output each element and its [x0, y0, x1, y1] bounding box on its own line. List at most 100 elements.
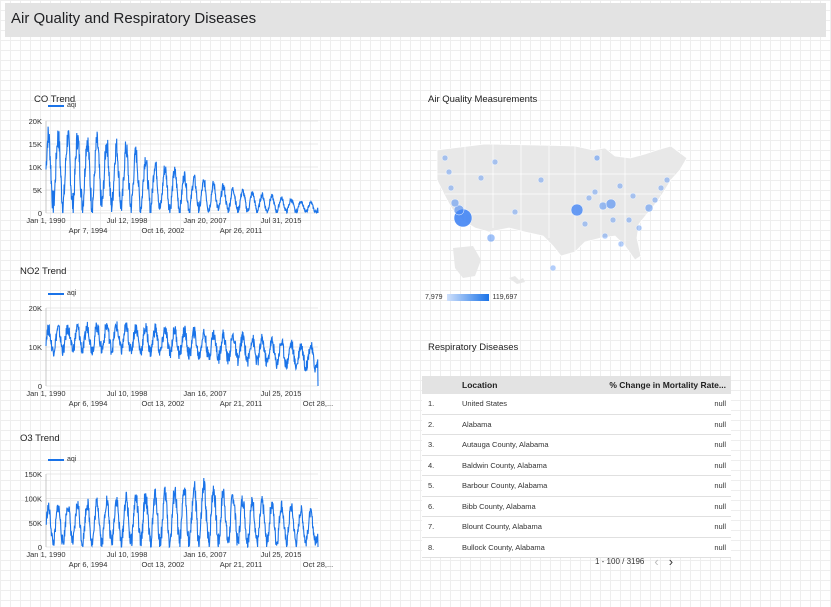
map-bubble[interactable] [617, 240, 625, 248]
map-bubble[interactable] [601, 232, 609, 240]
x-tick-label: Oct 28,... [303, 399, 333, 408]
x-tick-label: Jan 1, 1990 [26, 550, 65, 559]
series-line-aqi [45, 126, 319, 215]
map-bubble[interactable] [570, 203, 584, 217]
table-row[interactable]: 8. Bullock County, Alabama null [422, 537, 731, 558]
map-bubble[interactable] [585, 194, 593, 202]
table-row[interactable]: 2. Alabama null [422, 414, 731, 435]
x-tick-label: Oct 13, 2002 [142, 399, 185, 408]
map-bubble[interactable] [549, 264, 557, 272]
state-borders [437, 144, 675, 252]
x-tick-label: Jan 1, 1990 [26, 216, 65, 225]
us-bubble-map[interactable] [425, 128, 705, 293]
legend-swatch [48, 104, 64, 107]
row-index: 8. [428, 542, 435, 552]
map-bubble[interactable] [663, 176, 671, 184]
row-location: Baldwin County, Alabama [462, 460, 547, 470]
chart-legend[interactable]: aqi [48, 102, 76, 109]
map-bubble[interactable] [591, 188, 599, 196]
map-bubble[interactable] [491, 158, 499, 166]
x-tick-label: Apr 7, 1994 [69, 226, 108, 235]
x-tick-label: Jul 12, 1998 [107, 216, 148, 225]
row-mortality-change: null [714, 460, 726, 470]
x-tick-label: Jul 25, 2015 [261, 389, 302, 398]
x-tick-label: Oct 28,... [303, 560, 333, 569]
map-bubble[interactable] [625, 216, 633, 224]
row-index: 7. [428, 522, 435, 532]
map-bubble[interactable] [593, 154, 601, 162]
legend-label: aqi [67, 102, 77, 109]
x-tick-label: Oct 13, 2002 [142, 560, 185, 569]
row-location: Barbour County, Alabama [462, 481, 548, 491]
legend-label: aqi [67, 456, 77, 463]
x-tick-label: Oct 16, 2002 [142, 226, 185, 235]
map-bubble[interactable] [453, 204, 465, 216]
row-index: 3. [428, 440, 435, 450]
map-bubble[interactable] [609, 216, 617, 224]
x-tick-label: Jan 16, 2007 [183, 550, 226, 559]
table-row[interactable]: 5. Barbour County, Alabama null [422, 476, 731, 497]
scale-gradient [446, 294, 489, 301]
row-location: Bibb County, Alabama [462, 501, 536, 511]
row-location: United States [462, 399, 508, 409]
hawaii-shape [509, 276, 525, 284]
chevron-left-icon[interactable]: ‹ [654, 554, 659, 569]
table-row[interactable]: 3. Autauga County, Alabama null [422, 435, 731, 456]
map-bubble[interactable] [447, 184, 455, 192]
map-color-scale: 7,979 119,697 [425, 294, 517, 301]
map-bubble[interactable] [657, 184, 665, 192]
report-title: Air Quality and Respiratory Diseases [11, 10, 257, 27]
map-bubble[interactable] [486, 233, 496, 243]
map-bubble[interactable] [445, 168, 453, 176]
y-tick-label: 10K [29, 343, 42, 352]
map-bubble[interactable] [581, 220, 589, 228]
row-mortality-change: null [714, 501, 726, 511]
map-bubble[interactable] [629, 192, 637, 200]
chart-title: CO Trend [34, 94, 76, 105]
map-bubble[interactable] [651, 196, 659, 204]
legend-swatch [48, 458, 64, 461]
map-bubble[interactable] [605, 198, 617, 210]
chart-title: O3 Trend [20, 433, 60, 444]
alaska-shape [453, 246, 481, 278]
map-bubble[interactable] [537, 176, 545, 184]
map-bubble[interactable] [441, 154, 449, 162]
scale-max: 119,697 [492, 294, 518, 301]
y-tick-label: 0 [38, 382, 42, 391]
pagination-label: 1 - 100 / 3196 [595, 557, 645, 566]
x-tick-label: Apr 21, 2011 [220, 399, 262, 408]
row-mortality-change: null [714, 419, 726, 429]
header-mortality-change[interactable]: % Change in Mortality Rate... [609, 380, 726, 390]
chevron-right-icon[interactable]: › [668, 554, 674, 569]
map-bubble[interactable] [450, 198, 460, 208]
table-row[interactable]: 7. Blount County, Alabama null [422, 517, 731, 538]
row-index: 2. [428, 419, 435, 429]
map-bubble[interactable] [644, 203, 654, 213]
map-bubble[interactable] [635, 224, 643, 232]
table-row[interactable]: 6. Bibb County, Alabama null [422, 496, 731, 517]
chart-legend[interactable]: aqi [48, 290, 76, 297]
y-tick-label: 0 [38, 543, 42, 552]
row-location: Alabama [462, 419, 492, 429]
chart-legend[interactable]: aqi [48, 456, 76, 463]
header-location[interactable]: Location [462, 380, 498, 390]
x-tick-label: Apr 26, 2011 [220, 226, 262, 235]
map-bubble[interactable] [616, 182, 624, 190]
map-bubbles [441, 154, 671, 272]
table-row[interactable]: 4. Baldwin County, Alabama null [422, 455, 731, 476]
row-location: Blount County, Alabama [462, 522, 542, 532]
row-location: Bullock County, Alabama [462, 542, 545, 552]
x-tick-label: Jul 10, 1998 [107, 389, 148, 398]
x-tick-label: Jan 1, 1990 [26, 389, 65, 398]
y-tick-label: 20K [29, 117, 42, 126]
x-tick-label: Jan 20, 2007 [183, 216, 226, 225]
table-body: 1. United States null 2. Alabama null 3. Autaug… [422, 394, 731, 558]
map-title: Air Quality Measurements [428, 94, 538, 105]
map-bubble[interactable] [511, 208, 519, 216]
map-bubble[interactable] [598, 201, 608, 211]
table-row[interactable]: 1. United States null [422, 394, 731, 415]
map-bubble[interactable] [477, 174, 485, 182]
